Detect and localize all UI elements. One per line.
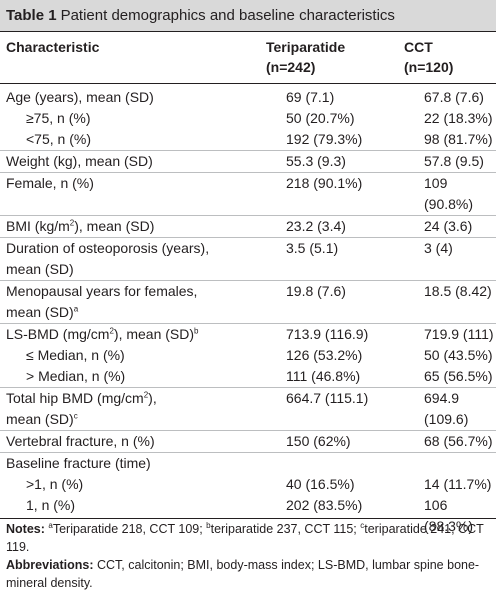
row-teriparatide-value: 69 (7.1)	[286, 89, 335, 105]
table-row: Baseline fracture (time)	[0, 452, 496, 474]
row-teriparatide-value: 713.9 (116.9)	[286, 323, 424, 345]
row-cct-value: 14 (11.7%)	[424, 476, 492, 492]
row-cct-value: 65 (56.5%)	[424, 368, 493, 384]
row-label: ≤ Median, n (%)	[26, 347, 125, 363]
row-teriparatide-value: 19.8 (7.6)	[286, 280, 424, 324]
row-cct-value: 694.9 (109.6)	[424, 387, 496, 431]
header-characteristic: Characteristic	[6, 39, 100, 55]
table-row: Female, n (%) 218 (90.1%) 109 (90.8%)	[0, 172, 496, 216]
header-cct-n: (n=120)	[404, 59, 454, 75]
row-teriparatide-value: 111 (46.8%)	[286, 368, 361, 384]
table-title: Patient demographics and baseline charac…	[60, 7, 395, 24]
table-row: ≥75, n (%) 50 (20.7%) 22 (18.3%)	[0, 108, 496, 129]
table-row: LS-BMD (mg/cm2), mean (SD)b 713.9 (116.9…	[0, 323, 496, 345]
table-row: 1, n (%) 202 (83.5%) 106 (88.3%)	[0, 495, 496, 537]
row-teriparatide-value: 664.7 (115.1)	[286, 387, 424, 431]
table-row: Age (years), mean (SD) 69 (7.1) 67.8 (7.…	[0, 87, 496, 108]
table-row: Weight (kg), mean (SD) 55.3 (9.3) 57.8 (…	[0, 150, 496, 173]
row-teriparatide-value: 126 (53.2%)	[286, 347, 363, 363]
row-teriparatide-value: 40 (16.5%)	[286, 476, 355, 492]
row-cct-value: 109 (90.8%)	[424, 172, 496, 216]
row-cct-value	[424, 452, 496, 474]
row-label: ≥75, n (%)	[26, 110, 91, 126]
row-cct-value: 57.8 (9.5)	[424, 150, 496, 173]
header-cct: CCT (n=120)	[404, 37, 453, 77]
row-label: Age (years), mean (SD)	[6, 89, 154, 105]
row-teriparatide-value: 55.3 (9.3)	[286, 150, 424, 173]
table-row: Vertebral fracture, n (%) 150 (62%) 68 (…	[0, 430, 496, 453]
row-label: Female, n (%)	[0, 172, 286, 216]
row-label: Total hip BMD (mg/cm2), mean (SD)c	[0, 387, 286, 431]
row-label: Weight (kg), mean (SD)	[0, 150, 286, 173]
row-label: Baseline fracture (time)	[0, 452, 286, 474]
row-label: Duration of osteoporosis (years), mean (S…	[0, 237, 286, 281]
table-row: BMI (kg/m2), mean (SD) 23.2 (3.4) 24 (3.…	[0, 215, 496, 238]
row-teriparatide-value: 192 (79.3%)	[286, 131, 363, 147]
row-teriparatide-value: 150 (62%)	[286, 430, 424, 453]
header-teriparatide: Teriparatide (n=242)	[266, 37, 345, 77]
table-notes: Notes: aTeriparatide 218, CCT 109; bteri…	[6, 520, 492, 592]
row-cct-value: 22 (18.3%)	[424, 110, 493, 126]
row-cct-value: 67.8 (7.6)	[424, 89, 484, 105]
row-teriparatide-value: 218 (90.1%)	[286, 172, 424, 216]
row-label: > Median, n (%)	[26, 368, 126, 384]
header-top-rule	[0, 31, 496, 32]
abbreviations: Abbreviations: CCT, calcitonin; BMI, bod…	[6, 558, 480, 590]
table-row: Menopausal years for females, mean (SD)a …	[0, 280, 496, 324]
row-label: <75, n (%)	[26, 131, 91, 147]
header-bottom-rule	[0, 83, 496, 84]
row-label: >1, n (%)	[26, 476, 84, 492]
row-teriparatide-value: 202 (83.5%)	[286, 497, 363, 513]
demographics-table: Age (years), mean (SD) 69 (7.1) 67.8 (7.…	[0, 87, 496, 537]
header-teriparatide-name: Teriparatide	[266, 39, 346, 55]
row-teriparatide-value: 23.2 (3.4)	[286, 215, 424, 238]
row-label: 1, n (%)	[26, 497, 76, 513]
table-bottom-rule	[0, 518, 496, 519]
table-row: ≤ Median, n (%) 126 (53.2%) 50 (43.5%)	[0, 345, 496, 366]
row-label: Menopausal years for females, mean (SD)a	[0, 280, 286, 324]
row-cct-value: 18.5 (8.42)	[424, 280, 496, 324]
table-label: Table 1	[6, 7, 57, 24]
row-cct-value: 719.9 (111)	[424, 323, 496, 345]
row-cct-value: 24 (3.6)	[424, 215, 496, 238]
table-row: <75, n (%) 192 (79.3%) 98 (81.7%)	[0, 129, 496, 151]
row-cct-value: 98 (81.7%)	[424, 131, 493, 147]
table-row: Duration of osteoporosis (years), mean (S…	[0, 237, 496, 281]
row-teriparatide-value: 3.5 (5.1)	[286, 237, 424, 281]
row-cct-value: 3 (4)	[424, 237, 496, 281]
row-label: Vertebral fracture, n (%)	[0, 430, 286, 453]
row-label: BMI (kg/m2), mean (SD)	[0, 215, 286, 238]
footnotes: Notes: aTeriparatide 218, CCT 109; bteri…	[6, 520, 484, 554]
row-teriparatide-value	[286, 452, 424, 474]
table-row: > Median, n (%) 111 (46.8%) 65 (56.5%)	[0, 366, 496, 388]
header-cct-name: CCT	[404, 39, 433, 55]
table-row: >1, n (%) 40 (16.5%) 14 (11.7%)	[0, 474, 496, 495]
header-teriparatide-n: (n=242)	[266, 59, 316, 75]
table-title-bar: Table 1 Patient demographics and baseline…	[0, 0, 496, 31]
table-row: Total hip BMD (mg/cm2), mean (SD)c 664.7 …	[0, 387, 496, 431]
row-cct-value: 68 (56.7%)	[424, 430, 496, 453]
row-cct-value: 106 (88.3%)	[424, 497, 474, 534]
row-label: LS-BMD (mg/cm2), mean (SD)b	[0, 323, 286, 345]
row-cct-value: 50 (43.5%)	[424, 347, 493, 363]
row-teriparatide-value: 50 (20.7%)	[286, 110, 355, 126]
